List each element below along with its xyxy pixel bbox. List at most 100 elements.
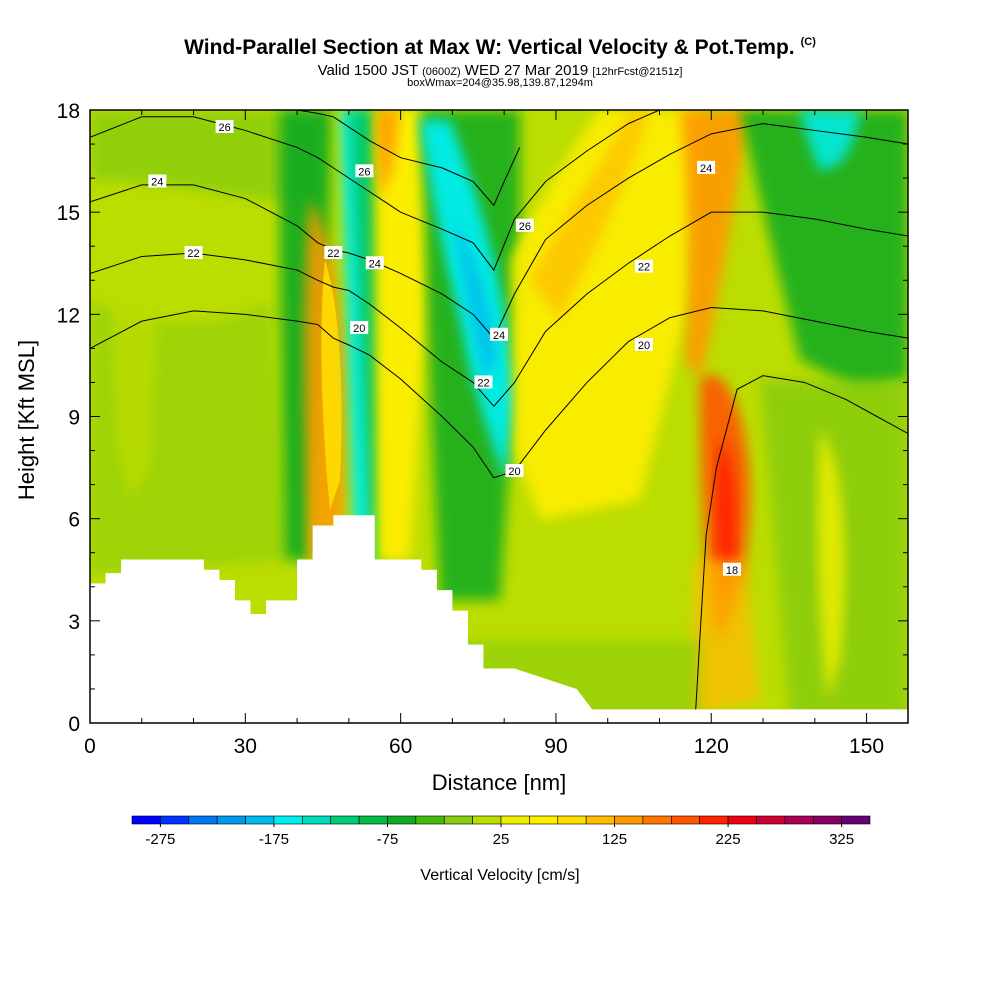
valid-zulu: (0600Z) <box>422 66 461 78</box>
contour-label-bg <box>634 259 653 273</box>
terrain-mask <box>90 515 908 723</box>
velocity-band-orange-lower-right <box>690 560 760 715</box>
contour-label-text: 20 <box>638 340 650 352</box>
velocity-band-green-upper-right <box>740 110 908 390</box>
velocity-band-orange-mid <box>375 110 400 200</box>
chart-title-text: Wind-Parallel Section at Max W: Vertical… <box>184 36 795 59</box>
colorbar-swatch <box>784 815 814 825</box>
colorbar-swatch <box>330 815 360 825</box>
colorbar-swatch <box>443 815 473 825</box>
contour-label-text: 22 <box>638 262 650 274</box>
colorbar-swatch <box>387 815 417 825</box>
contour-label: 24 <box>365 256 384 270</box>
x-tick-label: 90 <box>544 735 567 758</box>
x-tick-label: 60 <box>389 735 412 758</box>
contour-label: 26 <box>215 120 234 134</box>
contour-label-bg <box>365 256 384 270</box>
contour-label: 26 <box>515 218 534 233</box>
y-tick-label: 18 <box>57 100 80 123</box>
contour-label-text: 22 <box>187 248 199 260</box>
x-tick-label: 30 <box>234 735 257 758</box>
theta-contour-line <box>90 211 908 408</box>
colorbar-swatch <box>756 815 786 825</box>
x-tick-label: 150 <box>849 735 884 758</box>
colorbar-swatch <box>841 815 871 825</box>
y-tick-label: 3 <box>68 611 80 634</box>
y-tick-label: 6 <box>68 509 80 532</box>
colorbar-label: -275 <box>145 831 175 848</box>
contour-label: 24 <box>697 160 716 175</box>
contour-label-text: 26 <box>218 122 230 134</box>
colorbar-swatch <box>273 815 303 825</box>
y-axis: 0 3 6 9 12 15 18 <box>57 100 908 736</box>
colorbar-swatch <box>671 815 700 825</box>
contour-label-bg <box>505 463 524 477</box>
colorbar-label: -175 <box>259 831 289 848</box>
contour-label-bg <box>350 320 369 334</box>
x-axis-title: Distance [nm] <box>432 770 567 795</box>
colorbar-swatch <box>160 815 190 825</box>
contour-label: 20 <box>350 320 369 335</box>
contour-label: 20 <box>505 463 524 478</box>
chart-subtitle: Valid 1500 JST (0600Z) WED 27 Mar 2019 [… <box>0 62 1000 79</box>
contour-label-text: 26 <box>358 166 370 178</box>
colorbar: -275 -175 -75 25 125 225 325 <box>131 815 871 848</box>
y-tick-label: 9 <box>68 407 80 430</box>
velocity-band-lightblue-mid <box>455 220 495 380</box>
contour-label-text: 24 <box>493 330 505 342</box>
contour-label-bg <box>355 164 374 178</box>
colorbar-swatch <box>727 815 757 825</box>
colorbar-label: -75 <box>377 831 399 848</box>
contour-label-text: 24 <box>369 258 381 270</box>
contour-label: 26 <box>355 164 374 178</box>
contour-label-bg <box>634 337 653 351</box>
contour-label-text: 20 <box>353 323 365 335</box>
contour-label: 24 <box>490 327 508 342</box>
y-tick-label: 12 <box>57 304 80 327</box>
velocity-band-yellow-mid <box>375 110 435 560</box>
contour-label-bg <box>215 120 234 134</box>
colorbar-swatch <box>642 815 672 825</box>
contour-label-text: 22 <box>477 377 489 389</box>
contour-label: 22 <box>184 246 203 260</box>
velocity-band-orange-upper-right <box>530 110 650 320</box>
plot-area: 18 20 22 24 26 26 24 22 26 22 24 20 24 22 20 <box>90 110 908 723</box>
velocity-band-yellow-right <box>510 110 700 520</box>
colorbar-swatch <box>812 815 842 825</box>
contour-label: 22 <box>474 375 493 389</box>
theta-contour-labels: 18 20 22 24 26 26 24 22 26 22 24 20 24 22 20 <box>148 120 741 577</box>
colorbar-swatch <box>415 815 445 825</box>
contour-label-bg <box>184 246 203 260</box>
theta-contour-line <box>90 123 908 340</box>
contour-label-text: 24 <box>151 177 163 189</box>
colorbar-swatch <box>500 815 530 825</box>
x-axis: 0 30 60 90 120 150 <box>84 110 884 758</box>
colorbar-swatch <box>529 815 559 825</box>
valid-date: WED 27 Mar 2019 <box>464 62 589 79</box>
y-tick-label: 0 <box>68 713 80 736</box>
colorbar-swatch <box>188 815 218 825</box>
colorbar-swatch <box>245 815 275 825</box>
colorbar-swatch <box>216 815 246 825</box>
contour-label-bg <box>148 174 167 188</box>
velocity-band-cyan-upper-right <box>800 110 860 170</box>
theta-contours <box>90 110 908 710</box>
y-tick-label: 15 <box>57 202 80 225</box>
contour-label-bg <box>474 375 493 389</box>
contour-label: 20 <box>634 337 653 352</box>
velocity-band-cyan-mid <box>420 120 515 480</box>
contour-label-bg <box>490 327 508 341</box>
colorbar-swatch <box>358 815 388 825</box>
colorbar-label: 25 <box>493 831 510 848</box>
contour-label-text: 24 <box>700 163 712 175</box>
contour-label-text: 20 <box>508 466 520 478</box>
velocity-band-yellow-lower-right <box>817 430 845 700</box>
x-tick-label: 120 <box>694 735 729 758</box>
velocity-band-teal-left <box>350 110 382 560</box>
colorbar-swatch <box>131 815 161 825</box>
contour-label-bg <box>722 562 741 576</box>
colorbar-swatch <box>472 815 502 825</box>
contour-label-bg <box>515 218 534 232</box>
copyright-mark: (C) <box>800 36 816 48</box>
